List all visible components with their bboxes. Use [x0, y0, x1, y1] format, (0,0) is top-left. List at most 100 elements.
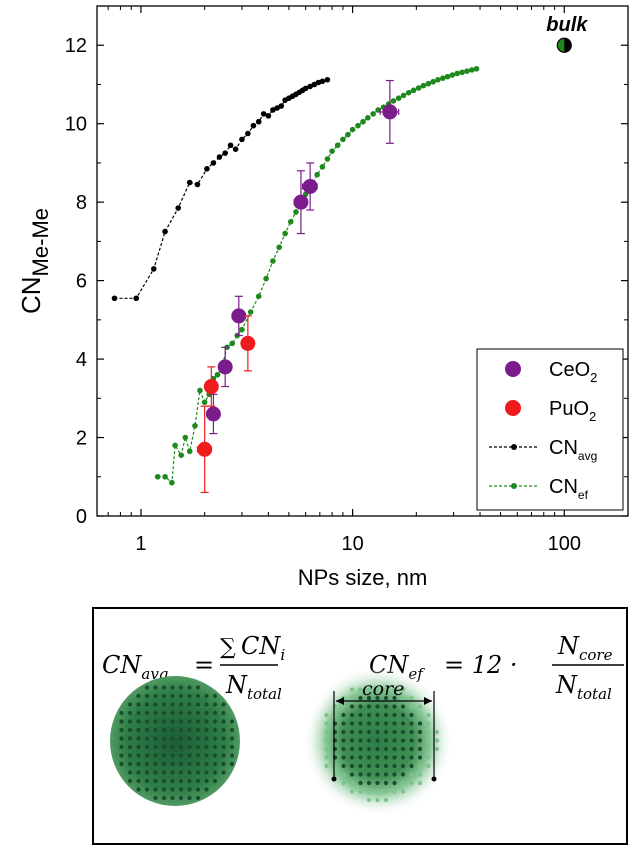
atom — [187, 702, 192, 707]
series-point-ef — [319, 164, 326, 170]
legend-label-name: CN — [549, 476, 578, 498]
atom — [409, 772, 414, 777]
series-point-ef — [365, 115, 371, 121]
atom — [119, 761, 124, 767]
series-point-ef — [182, 434, 189, 441]
atom — [375, 797, 380, 803]
atom — [144, 685, 150, 690]
legend-label-sub: avg — [578, 449, 597, 463]
atom — [221, 719, 226, 724]
legend-label-sub: 2 — [590, 370, 597, 385]
series-point-puo — [203, 379, 219, 395]
atom — [400, 687, 406, 692]
atom — [358, 712, 363, 718]
atom — [375, 746, 380, 752]
atom — [366, 763, 372, 769]
atom — [144, 770, 150, 775]
legend-label-name: CN — [549, 437, 578, 459]
atom — [434, 746, 440, 752]
series-point-avg — [270, 107, 276, 113]
atom — [366, 772, 372, 777]
atom — [195, 795, 201, 801]
atom — [375, 704, 380, 709]
atom — [349, 695, 355, 701]
atom — [358, 780, 363, 786]
atom — [400, 772, 406, 777]
series-point-ef — [329, 148, 335, 154]
atom — [144, 736, 150, 741]
atom — [119, 753, 124, 758]
series-point-ef — [435, 76, 441, 83]
atom — [400, 780, 406, 786]
atom — [349, 712, 355, 718]
atom — [417, 763, 423, 769]
atom — [144, 710, 150, 716]
atom — [136, 787, 141, 792]
atom — [195, 736, 201, 741]
series-point-avg — [307, 83, 313, 90]
x-tick-label: 10 — [341, 533, 363, 555]
atom — [229, 761, 235, 767]
formula-ef-num: N — [557, 632, 580, 660]
atom — [195, 710, 201, 716]
atom — [161, 761, 167, 767]
atom — [170, 744, 175, 750]
atom — [392, 712, 397, 718]
series-point-ef — [247, 309, 254, 315]
x-tick-label: 100 — [548, 533, 581, 555]
atom — [170, 778, 175, 784]
atom — [426, 712, 431, 718]
atom — [153, 787, 158, 792]
atom — [349, 780, 355, 786]
sphere-avg — [110, 676, 240, 806]
atom — [392, 780, 397, 786]
atom — [349, 738, 355, 743]
atom — [153, 702, 158, 707]
series-point-ef — [454, 70, 461, 77]
y-tick-label: 10 — [65, 114, 87, 136]
atom — [161, 693, 167, 699]
legend-label: CeO2 — [549, 359, 597, 385]
atom — [136, 744, 141, 750]
atom — [341, 763, 346, 769]
atom — [417, 746, 423, 752]
atom — [195, 744, 201, 750]
atom — [392, 695, 397, 701]
atom — [187, 744, 192, 750]
atom — [127, 727, 133, 733]
atom — [229, 727, 235, 733]
atom — [144, 753, 150, 758]
atom — [153, 685, 158, 690]
atom — [400, 729, 406, 735]
formula-avg-eq: = — [194, 651, 214, 679]
atom — [212, 744, 218, 750]
atom — [187, 770, 192, 775]
sphere-avg-body — [110, 676, 240, 806]
atom — [341, 704, 346, 709]
atom — [178, 727, 184, 733]
atom — [161, 719, 167, 724]
atom — [221, 710, 226, 716]
series-point-ef — [270, 258, 276, 264]
atom — [161, 744, 167, 750]
atom — [187, 710, 192, 716]
atom — [153, 753, 158, 758]
atom — [187, 736, 192, 741]
legend-marker-avg — [511, 444, 517, 450]
atom — [341, 721, 346, 726]
series-point-avg — [210, 160, 217, 166]
legend-label-sub: 2 — [589, 409, 596, 424]
series-point-ef — [355, 122, 361, 129]
series-point-avg — [133, 295, 140, 302]
atom — [383, 746, 389, 752]
atom — [170, 736, 175, 741]
atom — [409, 780, 414, 786]
sphere-avg-atoms — [119, 685, 235, 801]
legend-label-sub: ef — [578, 488, 589, 502]
atom — [178, 719, 184, 724]
atom — [221, 770, 226, 775]
series-point-avg — [186, 179, 193, 186]
atom — [161, 787, 167, 792]
